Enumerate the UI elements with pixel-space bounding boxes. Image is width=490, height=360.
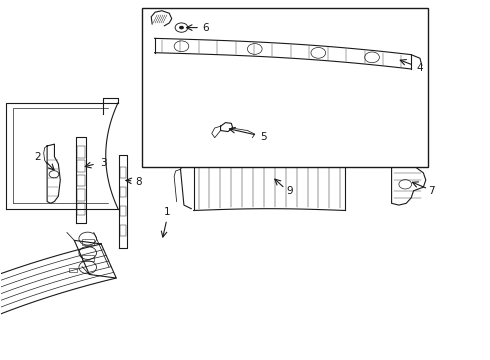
Text: 2: 2 (34, 152, 41, 162)
Bar (82, 255, 94, 261)
Bar (121, 186, 126, 197)
Bar (77, 175, 85, 186)
Text: 4: 4 (416, 63, 423, 73)
Bar (77, 160, 85, 172)
Bar (82, 239, 94, 245)
Bar (143, 8, 428, 167)
Bar (77, 146, 85, 158)
Text: 7: 7 (428, 186, 435, 197)
Text: 3: 3 (100, 158, 107, 168)
Bar (121, 225, 126, 235)
Bar (77, 189, 85, 201)
Text: 8: 8 (136, 177, 142, 187)
Text: 1: 1 (164, 207, 170, 217)
Text: 6: 6 (202, 23, 209, 33)
Bar (77, 203, 85, 215)
Bar (121, 206, 126, 216)
Circle shape (179, 26, 184, 30)
Bar (69, 269, 77, 272)
Bar (121, 167, 126, 178)
Text: 5: 5 (260, 132, 267, 142)
Text: 9: 9 (287, 186, 293, 197)
